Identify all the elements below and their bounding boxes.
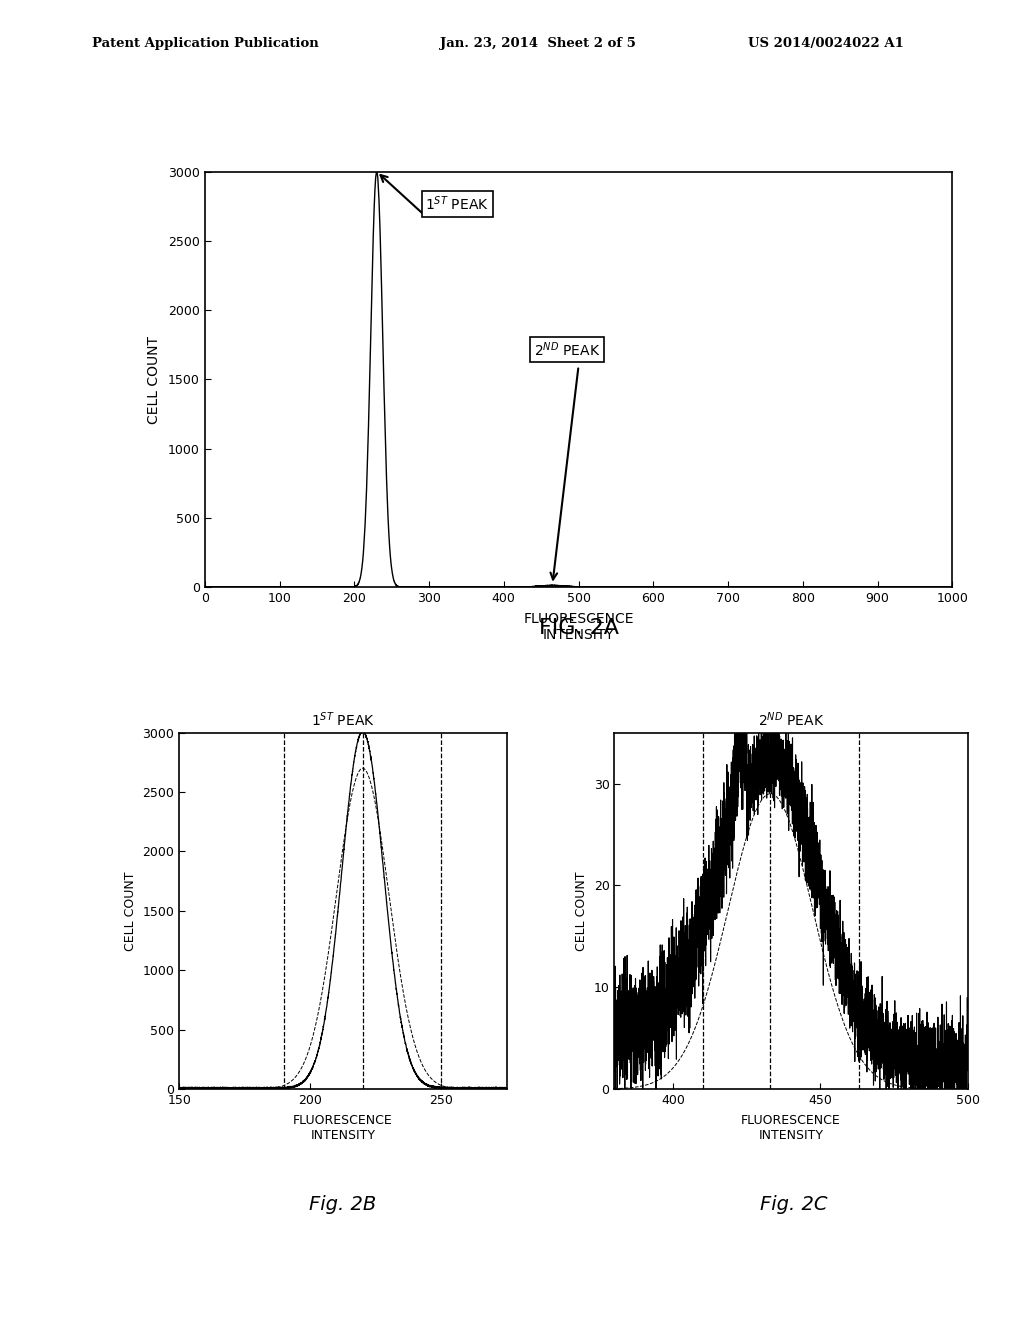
X-axis label: FLUORESCENCE
INTENSITY: FLUORESCENCE INTENSITY	[523, 612, 634, 643]
Text: US 2014/0024022 A1: US 2014/0024022 A1	[748, 37, 903, 50]
Text: $2^{ND}$ PEAK: $2^{ND}$ PEAK	[534, 341, 600, 359]
Text: Fig. 2B: Fig. 2B	[309, 1195, 377, 1213]
Title: $1^{ST}$ PEAK: $1^{ST}$ PEAK	[311, 710, 375, 729]
Text: Jan. 23, 2014  Sheet 2 of 5: Jan. 23, 2014 Sheet 2 of 5	[440, 37, 636, 50]
X-axis label: FLUORESCENCE
INTENSITY: FLUORESCENCE INTENSITY	[741, 1114, 841, 1142]
Y-axis label: CELL COUNT: CELL COUNT	[575, 871, 588, 950]
Text: $1^{ST}$ PEAK: $1^{ST}$ PEAK	[425, 194, 489, 213]
Text: FIG. 2A: FIG. 2A	[539, 618, 618, 638]
Text: Fig. 2C: Fig. 2C	[760, 1195, 827, 1213]
Y-axis label: CELL COUNT: CELL COUNT	[147, 335, 161, 424]
Title: $2^{ND}$ PEAK: $2^{ND}$ PEAK	[758, 710, 824, 729]
X-axis label: FLUORESCENCE
INTENSITY: FLUORESCENCE INTENSITY	[293, 1114, 393, 1142]
Y-axis label: CELL COUNT: CELL COUNT	[124, 871, 137, 950]
Text: Patent Application Publication: Patent Application Publication	[92, 37, 318, 50]
